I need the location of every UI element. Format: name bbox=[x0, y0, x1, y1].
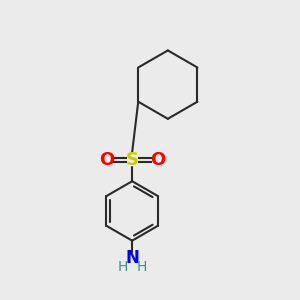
Text: O: O bbox=[99, 152, 115, 169]
Text: H: H bbox=[118, 260, 128, 274]
Text: N: N bbox=[125, 250, 139, 268]
Text: S: S bbox=[126, 152, 139, 169]
Text: O: O bbox=[150, 152, 165, 169]
Text: H: H bbox=[136, 260, 147, 274]
